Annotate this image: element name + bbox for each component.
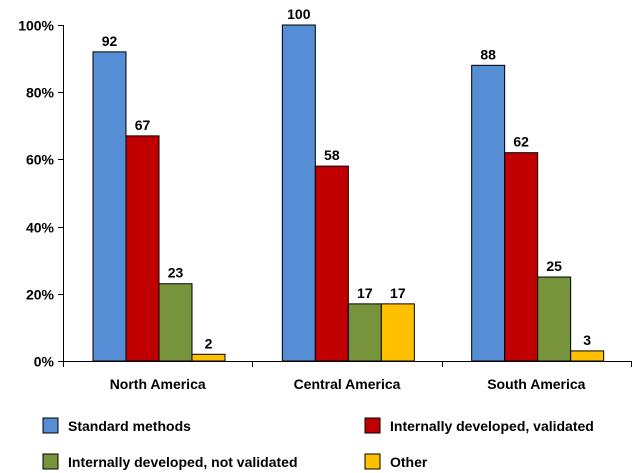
- x-tick-label: Central America: [294, 376, 401, 392]
- y-tick-label: 60%: [26, 152, 55, 168]
- data-label: 58: [324, 147, 340, 163]
- y-tick-label: 20%: [26, 287, 55, 303]
- legend-label: Other: [390, 454, 428, 470]
- y-tick-label: 40%: [26, 220, 55, 236]
- legend: Standard methods Internally developed, va…: [42, 417, 594, 470]
- legend-swatch: [42, 453, 59, 470]
- bar: [125, 135, 160, 362]
- bar: [92, 51, 127, 362]
- legend-label: Standard methods: [68, 418, 191, 434]
- bar: [504, 152, 539, 362]
- bars: [92, 24, 605, 362]
- legend-swatch: [364, 453, 381, 470]
- x-tick-label: South America: [487, 376, 585, 392]
- data-label: 88: [480, 46, 496, 62]
- legend-swatch: [364, 417, 381, 434]
- data-label: 25: [546, 258, 562, 274]
- data-label: 100: [287, 6, 311, 22]
- bar: [314, 165, 349, 362]
- x-tick-label: North America: [110, 376, 206, 392]
- y-tick-label: 80%: [26, 85, 55, 101]
- bar: [281, 24, 316, 362]
- data-label: 67: [135, 117, 151, 133]
- data-label: 23: [168, 265, 184, 281]
- x-axis: North America Central America South Americ…: [63, 361, 632, 392]
- bar: [380, 303, 415, 362]
- legend-label: Internally developed, not validated: [68, 454, 298, 470]
- data-label: 62: [513, 134, 529, 150]
- y-tick-label: 0%: [34, 354, 55, 370]
- bar: [570, 350, 605, 362]
- bar: [191, 353, 226, 362]
- bar: [471, 64, 506, 362]
- data-label: 92: [102, 33, 118, 49]
- legend-swatch: [42, 417, 59, 434]
- data-labels: 92 67 23 2 100 58 17 17 88 62 25 3: [102, 6, 592, 351]
- bar: [347, 303, 382, 362]
- data-label: 17: [390, 285, 406, 301]
- y-tick-label: 100%: [18, 18, 54, 34]
- data-label: 17: [357, 285, 373, 301]
- data-label: 3: [583, 332, 591, 348]
- y-axis: 0% 20% 40% 60% 80% 100%: [18, 18, 64, 370]
- legend-label: Internally developed, validated: [390, 418, 594, 434]
- bar: [158, 283, 193, 362]
- data-label: 2: [205, 335, 213, 351]
- bar: [537, 276, 572, 362]
